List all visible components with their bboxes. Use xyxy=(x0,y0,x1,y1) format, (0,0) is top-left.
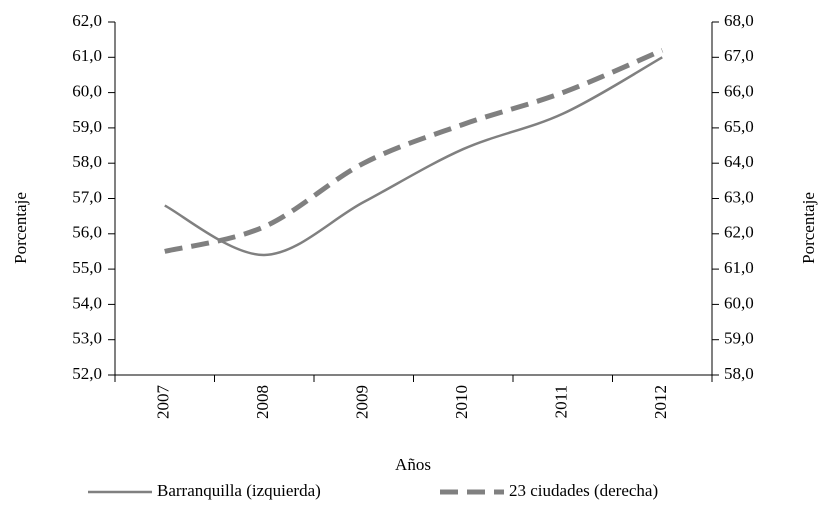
y-tick-label: 53,0 xyxy=(72,329,102,348)
y2-tick-label: 60,0 xyxy=(724,293,754,312)
y2-tick-label: 67,0 xyxy=(724,46,754,65)
y-tick-label: 52,0 xyxy=(72,364,102,383)
x-tick-label: 2010 xyxy=(452,385,471,419)
y2-tick-label: 61,0 xyxy=(724,258,754,277)
y2-tick-label: 58,0 xyxy=(724,364,754,383)
y-axis-label: Porcentaje xyxy=(11,192,30,264)
y-tick-label: 56,0 xyxy=(72,223,102,242)
y-tick-label: 59,0 xyxy=(72,117,102,136)
y-tick-label: 62,0 xyxy=(72,11,102,30)
y-tick-label: 57,0 xyxy=(72,187,102,206)
line-series xyxy=(164,56,663,257)
y2-tick-label: 64,0 xyxy=(724,152,754,171)
x-tick-label: 2011 xyxy=(552,385,571,418)
y-tick-label: 60,0 xyxy=(72,82,102,101)
y2-axis-label: Porcentaje xyxy=(799,192,818,264)
x-tick-label: 2012 xyxy=(651,385,670,419)
y2-tick-label: 63,0 xyxy=(724,187,754,206)
legend-label: 23 ciudades (derecha) xyxy=(509,481,658,500)
legend-label: Barranquilla (izquierda) xyxy=(157,481,321,500)
y-tick-label: 58,0 xyxy=(72,152,102,171)
x-axis-label: Años xyxy=(395,455,431,474)
y-tick-label: 55,0 xyxy=(72,258,102,277)
x-tick-label: 2009 xyxy=(353,385,372,419)
x-tick-label: 2007 xyxy=(154,385,173,420)
y2-tick-label: 65,0 xyxy=(724,117,754,136)
y-tick-label: 61,0 xyxy=(72,46,102,65)
line-series xyxy=(164,47,664,254)
y2-tick-label: 62,0 xyxy=(724,223,754,242)
x-tick-label: 2008 xyxy=(253,385,272,419)
y2-tick-label: 66,0 xyxy=(724,82,754,101)
y-tick-label: 54,0 xyxy=(72,293,102,312)
y2-tick-label: 68,0 xyxy=(724,11,754,30)
y2-tick-label: 59,0 xyxy=(724,329,754,348)
